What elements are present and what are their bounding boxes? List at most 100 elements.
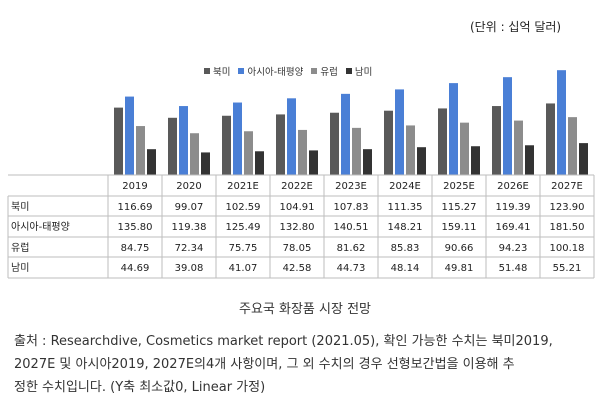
data-label: 51.48 bbox=[499, 263, 528, 274]
data-label: 119.39 bbox=[496, 202, 531, 213]
data-label: 84.75 bbox=[121, 243, 150, 254]
x-tick-label: 2025E bbox=[443, 181, 475, 192]
data-label: 119.38 bbox=[172, 222, 207, 233]
x-tick-label: 2019 bbox=[122, 181, 147, 192]
data-label: 44.69 bbox=[121, 263, 150, 274]
data-label: 78.05 bbox=[283, 243, 312, 254]
data-label: 99.07 bbox=[175, 202, 204, 213]
unit-label: (단위 : 십억 달러) bbox=[470, 20, 562, 34]
source-line-1: 출처 : Researchdive, Cosmetics market repo… bbox=[14, 334, 553, 349]
bar bbox=[492, 106, 501, 175]
bar bbox=[114, 107, 123, 175]
data-label: 41.07 bbox=[229, 263, 258, 274]
x-tick-label: 2020 bbox=[176, 181, 201, 192]
data-label: 94.23 bbox=[499, 243, 528, 254]
chart-legend: 북미 아시아-태평양 유럽 남미 bbox=[204, 64, 372, 78]
bar bbox=[201, 152, 210, 175]
table-row-label: 유럽 bbox=[11, 242, 29, 254]
bar bbox=[179, 106, 188, 175]
bar bbox=[276, 114, 285, 175]
legend-label: 아시아-태평양 bbox=[247, 67, 304, 78]
bar bbox=[244, 131, 253, 175]
bar bbox=[438, 108, 447, 175]
data-label: 85.83 bbox=[391, 243, 420, 254]
legend-label: 북미 bbox=[213, 67, 231, 78]
x-tick-label: 2023E bbox=[335, 181, 367, 192]
data-label: 42.58 bbox=[283, 263, 312, 274]
legend-item: 북미 bbox=[204, 64, 230, 78]
bar bbox=[579, 143, 588, 175]
data-label: 125.49 bbox=[226, 222, 261, 233]
table-row-label: 아시아-태평양 bbox=[11, 221, 70, 233]
source-line-2: 2027E 및 아시아2019, 2027E의4개 사항이며, 그 외 수치의 … bbox=[14, 357, 515, 372]
bar bbox=[190, 133, 199, 175]
table-row-label: 남미 bbox=[11, 262, 29, 274]
bar bbox=[233, 102, 242, 175]
data-label: 116.69 bbox=[118, 202, 153, 213]
legend-label: 유럽 bbox=[320, 67, 338, 78]
bar bbox=[514, 120, 523, 175]
bar bbox=[309, 150, 318, 175]
data-label: 39.08 bbox=[175, 263, 204, 274]
data-label: 135.80 bbox=[118, 222, 153, 233]
x-tick-label: 2022E bbox=[281, 181, 313, 192]
x-tick-label: 2026E bbox=[497, 181, 529, 192]
legend-swatch bbox=[345, 68, 352, 74]
data-label: 140.51 bbox=[334, 222, 369, 233]
data-label: 81.62 bbox=[337, 243, 366, 254]
source-line-3: 정한 수치입니다. (Y축 최소값0, Linear 가정) bbox=[14, 380, 266, 395]
bar bbox=[406, 125, 415, 175]
legend-label: 남미 bbox=[354, 67, 373, 78]
bar bbox=[395, 89, 404, 175]
data-label: 72.34 bbox=[175, 243, 204, 254]
bar bbox=[222, 115, 231, 175]
data-label: 159.11 bbox=[442, 222, 477, 233]
data-label: 100.18 bbox=[550, 243, 585, 254]
bar bbox=[460, 122, 469, 175]
data-label: 111.35 bbox=[388, 202, 423, 213]
bar bbox=[449, 83, 458, 175]
x-tick-label: 2021E bbox=[227, 181, 259, 192]
bar bbox=[255, 151, 264, 175]
data-label: 104.91 bbox=[280, 202, 315, 213]
bar bbox=[341, 93, 350, 175]
bar bbox=[330, 112, 339, 175]
bar bbox=[352, 127, 361, 175]
table-row-label: 북미 bbox=[11, 201, 29, 213]
bar bbox=[557, 70, 566, 175]
data-label: 44.73 bbox=[337, 263, 366, 274]
data-label: 102.59 bbox=[226, 202, 261, 213]
legend-swatch bbox=[311, 68, 318, 74]
bar bbox=[287, 98, 296, 175]
bar bbox=[125, 96, 134, 175]
chart-svg: 2019 2020 2021E 2022E 2023E 2024E 2025E 2026E 20… bbox=[7, 70, 595, 279]
bar bbox=[298, 129, 307, 175]
bar bbox=[525, 145, 534, 175]
data-label: 123.90 bbox=[550, 202, 585, 213]
bar bbox=[384, 110, 393, 175]
legend-swatch bbox=[238, 68, 245, 74]
bar bbox=[503, 77, 512, 175]
legend-item: 유럽 bbox=[311, 64, 338, 78]
bar bbox=[363, 149, 372, 175]
chart-caption: 주요국 화장품 시장 전망 bbox=[239, 302, 371, 317]
data-label: 181.50 bbox=[550, 222, 585, 233]
data-label: 148.21 bbox=[388, 222, 423, 233]
bar bbox=[417, 147, 426, 175]
data-label: 107.83 bbox=[334, 202, 369, 213]
bar bbox=[147, 149, 156, 175]
data-label: 169.41 bbox=[496, 222, 531, 233]
data-label: 48.14 bbox=[391, 263, 420, 274]
source-note: 출처 : Researchdive, Cosmetics market repo… bbox=[14, 330, 602, 399]
legend-item: 아시아-태평양 bbox=[238, 64, 303, 78]
x-tick-label: 2024E bbox=[389, 181, 421, 192]
x-tick-label: 2027E bbox=[551, 181, 583, 192]
bar bbox=[471, 146, 480, 175]
bar bbox=[546, 103, 555, 175]
data-label: 115.27 bbox=[442, 202, 477, 213]
bar bbox=[568, 117, 577, 175]
data-label: 90.66 bbox=[445, 243, 474, 254]
data-label: 49.81 bbox=[445, 263, 474, 274]
bar bbox=[168, 117, 177, 175]
legend-swatch bbox=[204, 68, 210, 74]
